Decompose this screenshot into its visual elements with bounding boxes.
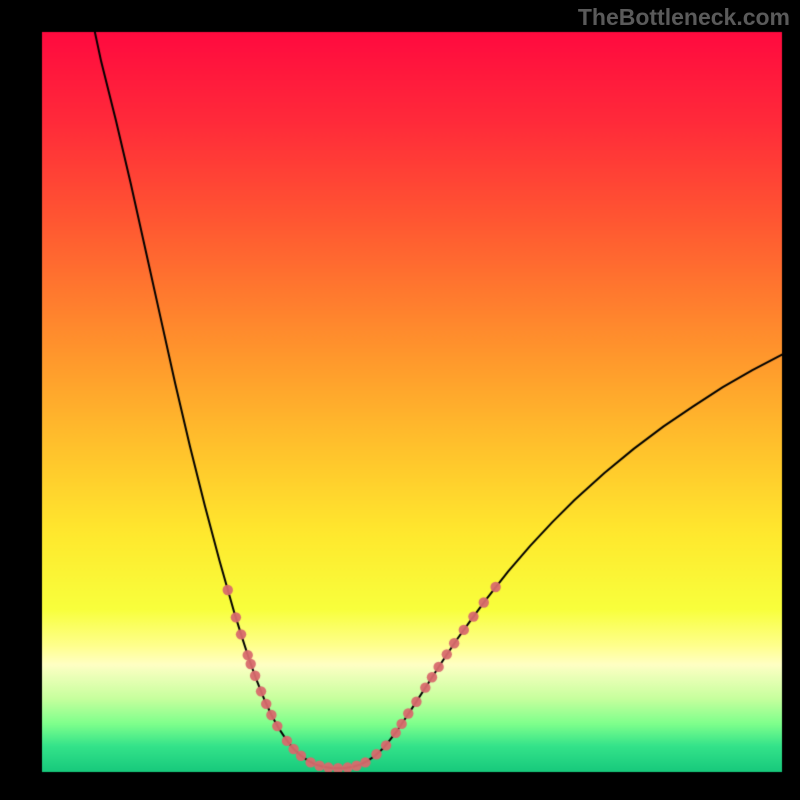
bottleneck-chart [0,0,800,800]
watermark-text: TheBottleneck.com [578,4,790,31]
